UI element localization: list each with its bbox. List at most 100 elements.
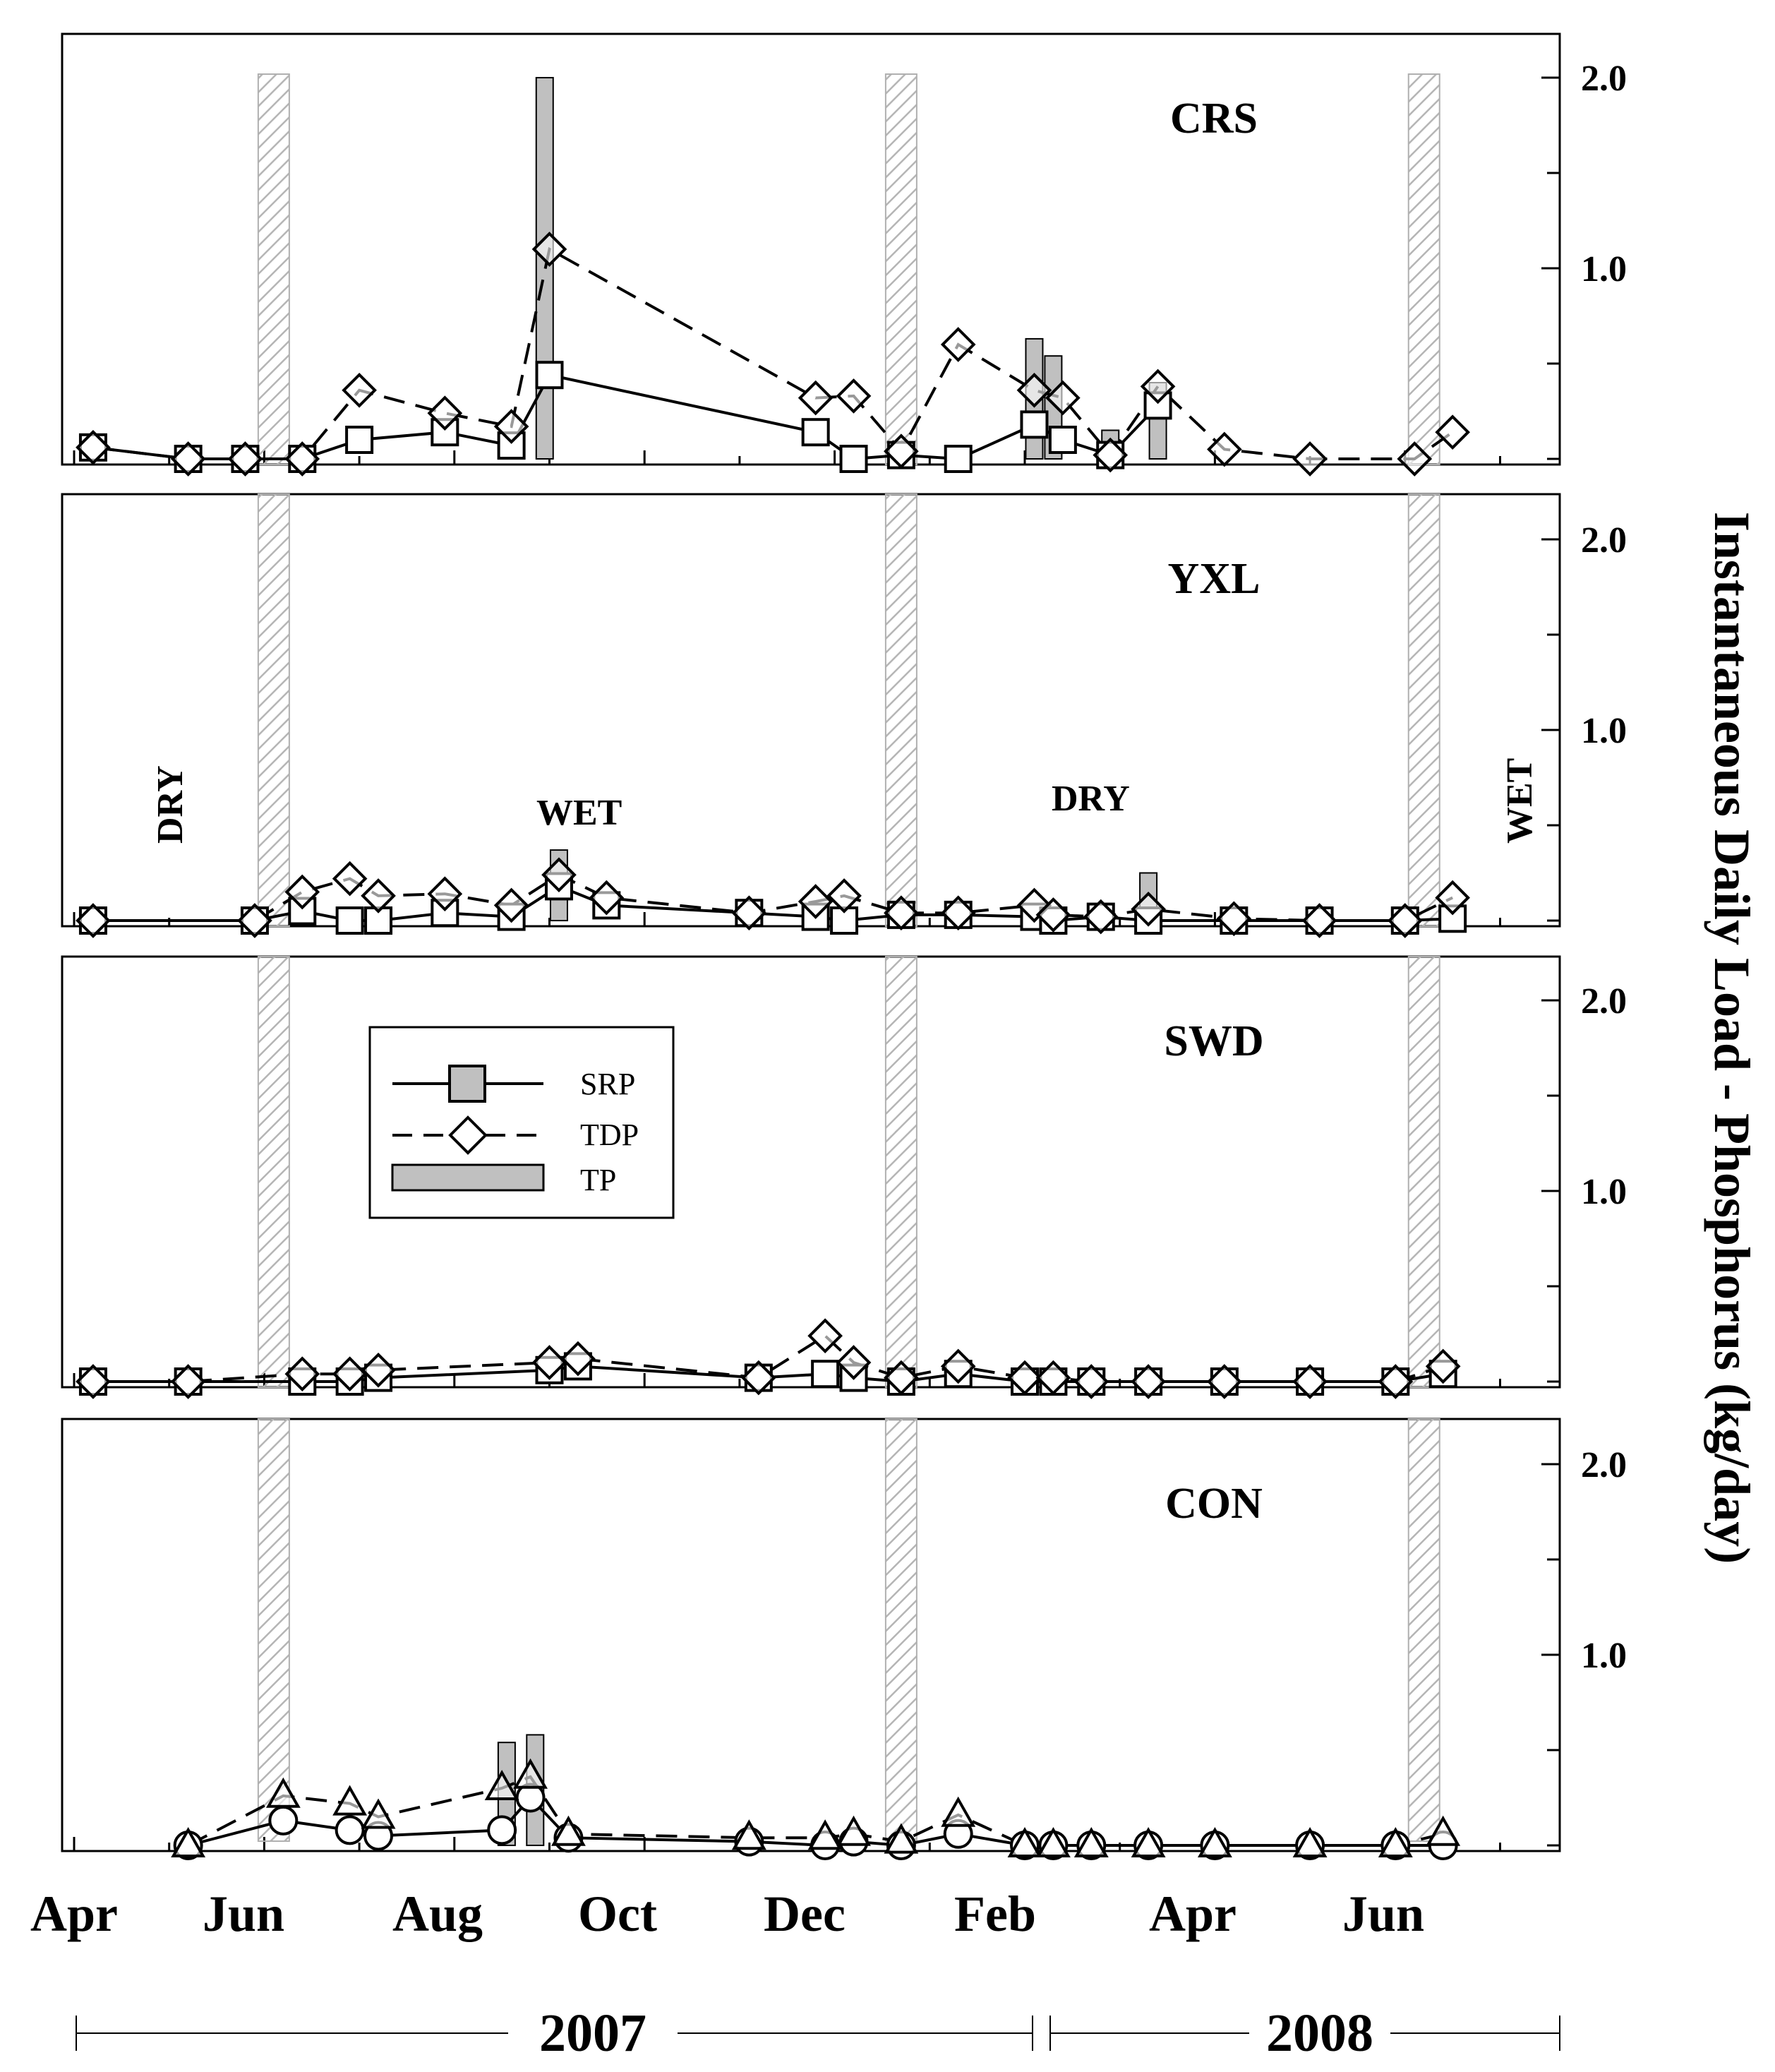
tdp-point-con-0	[171, 1826, 206, 1857]
legend-srp-marker	[448, 1065, 486, 1103]
tdp-point-con-3	[361, 1798, 396, 1829]
tdp-point-crs-5	[427, 395, 463, 431]
tdp-point-yxl-16	[1083, 899, 1119, 935]
tdp-point-con-18	[1378, 1826, 1413, 1857]
panel-title-yxl: YXL	[1168, 555, 1260, 603]
y-tick-label-con-0: 2.0	[1581, 1445, 1627, 1485]
tdp-point-yxl-15	[1035, 897, 1071, 933]
tdp-point-swd-13	[1035, 1360, 1071, 1396]
tdp-point-swd-9	[836, 1345, 872, 1380]
tdp-point-yxl-8	[589, 880, 625, 916]
tdp-point-yxl-13	[940, 895, 976, 931]
season-boundary-1-segment-1	[257, 73, 290, 465]
tdp-point-swd-2	[284, 1356, 320, 1392]
season-boundary-3-segment-4	[1407, 1418, 1440, 1842]
season-boundary-2-segment-1	[884, 73, 917, 465]
srp-point-crs-7	[535, 361, 564, 390]
y-tick-label-swd-0: 2.0	[1581, 981, 1627, 1022]
tdp-point-swd-3	[332, 1356, 368, 1392]
series-line-srp-yxl	[92, 885, 1453, 923]
tdp-point-crs-18	[1397, 441, 1433, 477]
x-tick-label-6: Apr	[1149, 1886, 1237, 1942]
tdp-point-swd-5	[531, 1345, 567, 1380]
tdp-point-swd-1	[170, 1364, 206, 1399]
x-tick-label-1: Jun	[203, 1886, 284, 1942]
year-range-2007: 2007	[76, 2004, 1033, 2063]
season-boundary-1-segment-4	[257, 1418, 290, 1842]
season-boundary-1-segment-3	[257, 956, 290, 1388]
tdp-point-crs-7	[531, 232, 567, 267]
tdp-point-crs-6	[493, 409, 529, 444]
panel-title-crs: CRS	[1170, 95, 1258, 143]
tdp-point-crs-4	[342, 372, 377, 408]
tdp-point-swd-10	[884, 1360, 919, 1396]
tdp-point-yxl-21	[1435, 880, 1470, 916]
season-boundary-2-segment-2	[884, 493, 917, 927]
srp-point-con-4	[487, 1815, 517, 1845]
season-boundary-3-segment-3	[1407, 956, 1440, 1388]
series-line-tdp-crs	[92, 246, 1454, 460]
srp-point-crs-4	[345, 426, 374, 454]
x-tick-label-0: Apr	[30, 1886, 118, 1942]
tdp-point-con-8	[807, 1819, 843, 1850]
tdp-point-swd-19	[1425, 1348, 1461, 1384]
tdp-point-crs-19	[1435, 414, 1470, 450]
x-tick-label-3: Oct	[578, 1886, 657, 1942]
tdp-point-crs-16	[1207, 431, 1242, 467]
tdp-point-con-16	[1197, 1826, 1232, 1857]
panel-title-swd: SWD	[1164, 1017, 1263, 1065]
srp-point-crs-8	[801, 418, 830, 447]
legend-tp-marker	[391, 1163, 545, 1192]
srp-point-crs-11	[944, 445, 973, 473]
tdp-point-swd-6	[560, 1341, 596, 1377]
legend-label-srp: SRP	[580, 1067, 635, 1101]
tdp-point-yxl-10	[798, 884, 834, 919]
srp-point-con-1	[268, 1805, 299, 1836]
tdp-point-crs-9	[836, 378, 872, 414]
x-tick-label-7: Jun	[1342, 1886, 1424, 1942]
tdp-point-yxl-11	[826, 878, 862, 914]
tdp-point-yxl-5	[427, 876, 463, 912]
tdp-point-yxl-18	[1216, 901, 1252, 937]
srp-point-crs-12	[1020, 410, 1049, 439]
season-boundary-3-segment-1	[1407, 73, 1440, 465]
legend-label-tp: TP	[580, 1163, 616, 1197]
season-boundary-3-segment-2	[1407, 493, 1440, 927]
legend-label-tdp: TDP	[580, 1118, 639, 1152]
tdp-point-con-15	[1131, 1826, 1166, 1857]
tdp-point-crs-3	[284, 441, 320, 477]
y-tick-label-con-1: 1.0	[1581, 1636, 1627, 1676]
tdp-point-swd-18	[1378, 1364, 1414, 1399]
tdp-point-yxl-19	[1301, 903, 1337, 938]
tdp-point-swd-17	[1292, 1364, 1328, 1399]
tdp-point-swd-4	[361, 1352, 396, 1388]
tdp-point-swd-14	[1073, 1364, 1109, 1399]
tdp-point-swd-8	[807, 1318, 843, 1354]
srp-point-yxl-3	[335, 906, 364, 935]
tdp-point-yxl-4	[361, 878, 396, 914]
srp-point-con-2	[335, 1815, 365, 1845]
tdp-point-crs-8	[798, 380, 834, 416]
tdp-point-yxl-12	[884, 895, 919, 931]
tdp-point-crs-1	[170, 441, 206, 477]
tdp-point-yxl-7	[541, 857, 577, 893]
season-boundary-1-segment-2	[257, 493, 290, 927]
panel-title-con: CON	[1165, 1480, 1263, 1528]
tdp-point-con-17	[1292, 1826, 1328, 1857]
srp-point-swd-8	[811, 1360, 840, 1389]
tdp-point-crs-0	[76, 429, 111, 465]
x-tick-label-4: Dec	[764, 1886, 846, 1942]
tdp-point-con-9	[836, 1815, 871, 1846]
tdp-point-crs-10	[884, 433, 919, 469]
tdp-point-crs-17	[1292, 441, 1328, 477]
tdp-point-con-4	[484, 1769, 519, 1800]
tdp-point-con-5	[513, 1758, 548, 1789]
year-label-2007: 2007	[539, 2004, 646, 2063]
y-tick-label-yxl-0: 2.0	[1581, 520, 1627, 561]
tdp-point-swd-16	[1207, 1364, 1242, 1399]
tdp-point-con-11	[941, 1796, 976, 1827]
x-tick-label-2: Aug	[392, 1886, 483, 1942]
season-label-wet-1: WET	[536, 793, 622, 833]
tdp-point-con-19	[1426, 1815, 1461, 1846]
season-boundary-2-segment-3	[884, 956, 917, 1388]
